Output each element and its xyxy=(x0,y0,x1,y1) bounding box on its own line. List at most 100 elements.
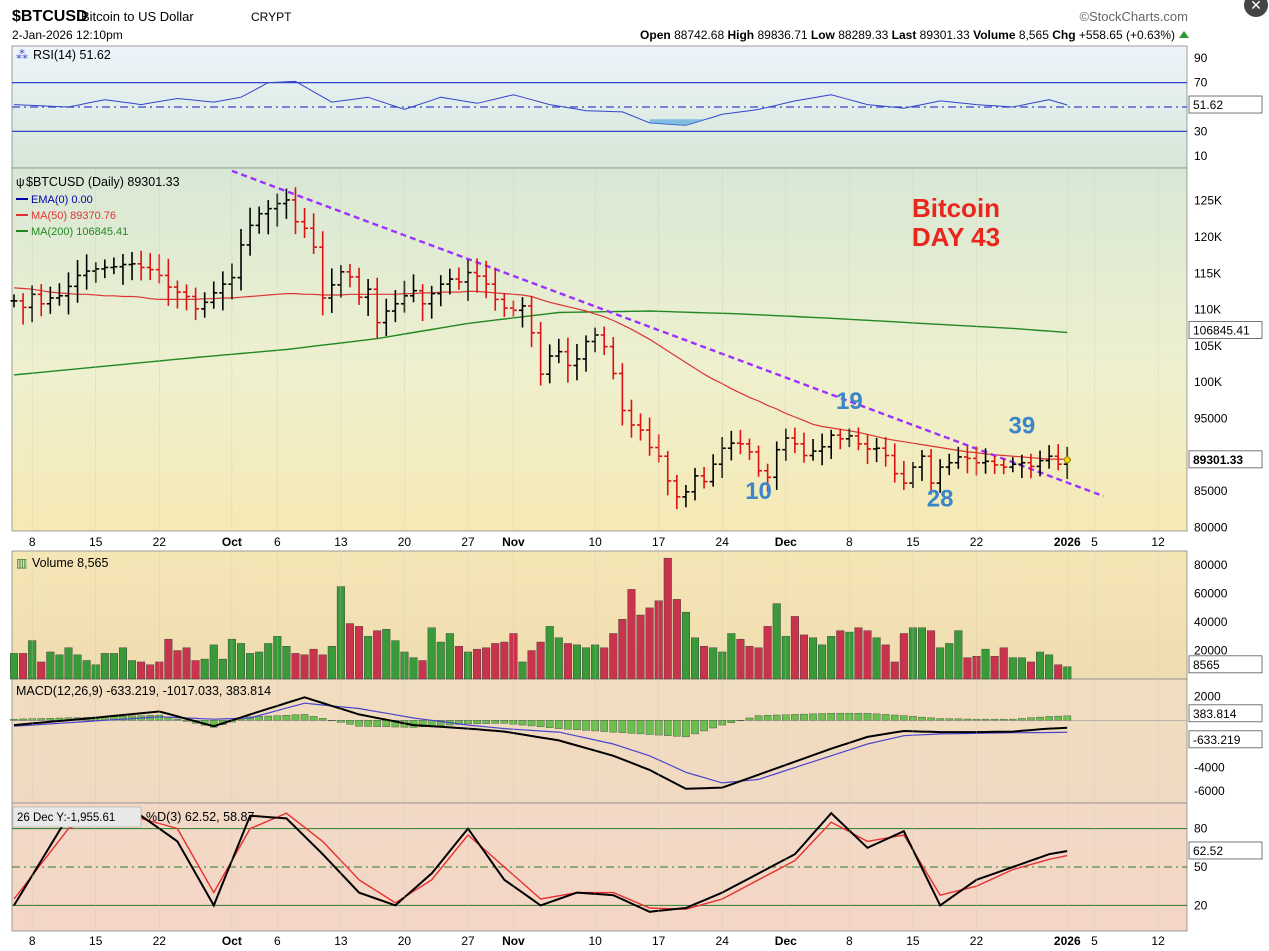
stochastic-k-line xyxy=(13,811,1068,913)
price-bar xyxy=(64,272,72,315)
volume-bar xyxy=(554,637,563,680)
price-bar xyxy=(201,292,209,318)
x-tick-label-bottom: Dec xyxy=(775,934,797,948)
volume-bar xyxy=(255,651,264,680)
price-bar xyxy=(83,254,91,290)
price-bar xyxy=(637,413,645,441)
price-bar xyxy=(1036,450,1044,477)
price-bar xyxy=(709,454,717,487)
close-icon[interactable] xyxy=(1244,0,1268,17)
macd-histogram-bar xyxy=(1027,717,1035,721)
price-bar xyxy=(128,252,136,281)
price-bar xyxy=(1000,458,1008,475)
volume-bar xyxy=(936,647,945,680)
x-tick-label: 8 xyxy=(846,535,853,549)
volume-bar xyxy=(582,647,591,680)
stochastic-tick-label: 50 xyxy=(1194,860,1208,874)
price-bar xyxy=(119,254,127,285)
volume-bar xyxy=(128,660,137,680)
volume-bar xyxy=(927,630,936,680)
ma200-line xyxy=(13,310,1068,376)
x-tick-label: 6 xyxy=(274,535,281,549)
price-bar xyxy=(264,200,272,235)
macd-histogram-bar xyxy=(745,717,754,721)
macd-histogram-bar xyxy=(355,720,363,727)
macd-histogram-bar xyxy=(500,720,509,724)
price-title: $BTCUSD (Daily) 89301.33 xyxy=(26,175,180,189)
macd-histogram-bar xyxy=(936,718,944,721)
price-last-label: 89301.33 xyxy=(1193,453,1243,467)
price-tick-label: 105K xyxy=(1194,339,1222,353)
x-tick-label-bottom: 2026 xyxy=(1054,934,1081,948)
volume-bar xyxy=(454,646,463,680)
price-bar xyxy=(482,260,490,299)
price-bar xyxy=(391,290,399,323)
rsi-oversold-fill xyxy=(649,119,705,126)
volume-bar xyxy=(918,627,927,680)
price-bar xyxy=(1009,457,1017,473)
volume-bar xyxy=(173,650,182,680)
volume-bar xyxy=(899,633,908,680)
ma200-last-label-box xyxy=(1188,321,1263,339)
volume-bar xyxy=(164,638,173,680)
volume-bar xyxy=(9,653,18,680)
volume-bar xyxy=(990,656,999,680)
price-bar xyxy=(346,263,354,288)
macd-signal-line xyxy=(13,702,1068,784)
price-bar xyxy=(982,448,990,474)
x-tick-label: 22 xyxy=(970,535,984,549)
price-bar xyxy=(192,287,200,321)
macd-histogram-bar xyxy=(373,720,382,727)
macd-histogram-bar xyxy=(282,715,291,721)
volume-bar xyxy=(727,633,736,680)
macd-histogram-bar xyxy=(291,714,300,721)
price-bar xyxy=(691,467,699,501)
macd-histogram-bar xyxy=(300,714,309,721)
volume-bar xyxy=(799,634,808,680)
x-tick-label: 22 xyxy=(153,535,167,549)
price-tick-label: 115K xyxy=(1194,266,1221,280)
volume-last-label: 8565 xyxy=(1193,658,1220,672)
volume-tick-label: 80000 xyxy=(1194,558,1228,572)
count-label-39: 39 xyxy=(1009,413,1036,440)
macd-histogram-bar xyxy=(791,714,799,721)
price-bar xyxy=(382,298,390,336)
price-bar xyxy=(373,277,381,339)
price-bar xyxy=(1045,445,1053,469)
volume-bar xyxy=(355,626,364,680)
rsi-tick-label: 30 xyxy=(1194,124,1208,138)
macd-histogram-bar xyxy=(618,720,627,733)
macd-histogram-bar xyxy=(954,718,963,721)
x-tick-label: Oct xyxy=(222,535,242,549)
macd-histogram-bar xyxy=(37,718,46,721)
volume-bar xyxy=(954,630,963,680)
macd-histogram-bar xyxy=(19,718,27,721)
volume-bar xyxy=(681,611,690,680)
price-bar xyxy=(364,279,372,316)
price-bar xyxy=(10,294,18,308)
price-bar xyxy=(255,206,263,234)
macd-histogram-bar xyxy=(1018,718,1026,721)
price-bar xyxy=(146,253,154,281)
x-tick-label: Dec xyxy=(775,535,797,549)
volume-bar xyxy=(37,661,46,680)
volume-bar xyxy=(790,616,799,680)
price-bar xyxy=(918,450,926,481)
quote-line: Open 88742.68 High 89836.71 Low 88289.33… xyxy=(640,28,1175,42)
macd-histogram-bar xyxy=(836,713,845,721)
volume-bar xyxy=(409,657,418,680)
volume-bar xyxy=(137,661,146,680)
brand-label: ©StockCharts.com xyxy=(1079,9,1188,24)
price-bar xyxy=(582,335,590,372)
x-tick-label-bottom: Oct xyxy=(222,934,242,948)
volume-bar xyxy=(945,643,954,680)
volume-tick-label: 40000 xyxy=(1194,615,1228,629)
volume-bar xyxy=(182,647,191,680)
symbol: $BTCUSD xyxy=(12,8,88,25)
annotation-headline-2: DAY 43 xyxy=(912,222,1000,252)
x-tick-label-bottom: 27 xyxy=(461,934,475,948)
macd-histogram-bar xyxy=(673,720,681,737)
ma200-last-label: 106845.41 xyxy=(1193,323,1250,337)
volume-bar xyxy=(827,636,836,680)
